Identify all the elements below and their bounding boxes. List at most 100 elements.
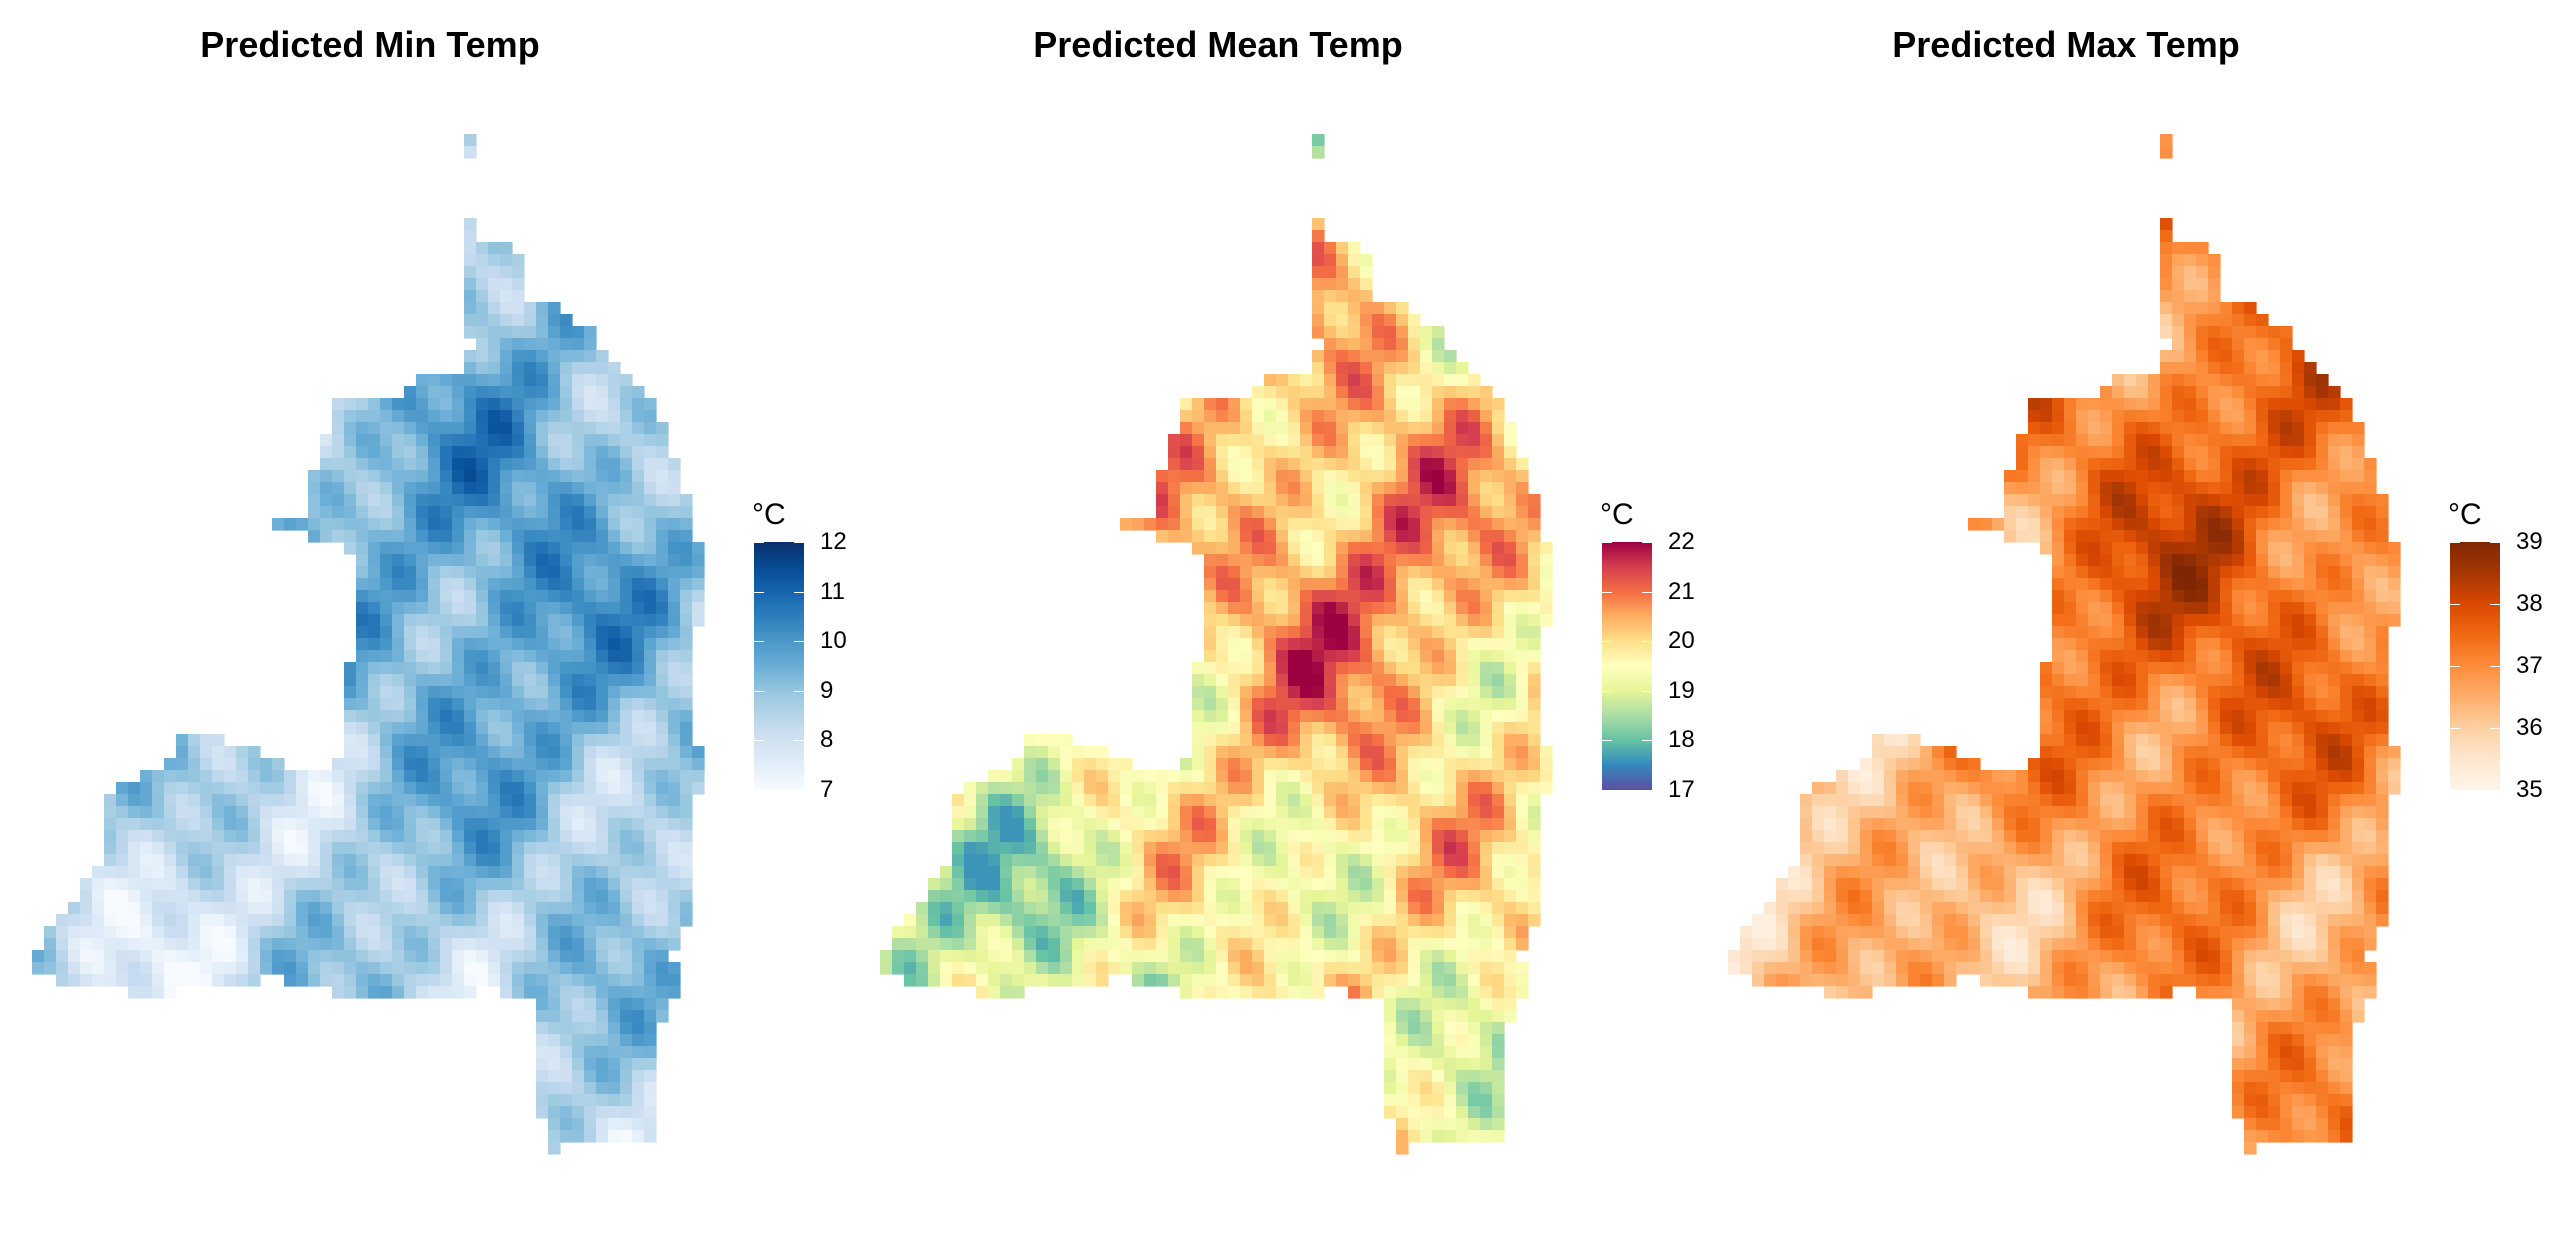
raster-cell (1312, 746, 1325, 759)
raster-cell (572, 1010, 585, 1023)
raster-cell (2292, 554, 2305, 567)
raster-cell (1456, 578, 1469, 591)
raster-cell (332, 974, 345, 987)
raster-cell (1300, 938, 1313, 951)
raster-cell (1000, 938, 1013, 951)
raster-cell (1504, 986, 1517, 999)
raster-cell (1084, 866, 1097, 879)
legend-tick-mark (794, 690, 804, 692)
raster-cell (1072, 890, 1085, 903)
raster-cell (2220, 554, 2233, 567)
raster-cell (428, 422, 441, 435)
raster-cell (1468, 962, 1481, 975)
raster-cell (1252, 506, 1265, 519)
raster-cell (476, 902, 489, 915)
raster-cell (164, 830, 177, 843)
raster-cell (524, 482, 537, 495)
raster-cell (1204, 794, 1217, 807)
raster-cell (656, 590, 669, 603)
raster-cell (1000, 974, 1013, 987)
raster-cell (1264, 938, 1277, 951)
raster-cell (416, 842, 429, 855)
raster-cell (428, 794, 441, 807)
raster-cell (620, 758, 633, 771)
raster-cell (680, 638, 693, 651)
raster-cell (656, 458, 669, 471)
raster-cell (1444, 938, 1457, 951)
raster-cell (1468, 578, 1481, 591)
raster-cell (1396, 866, 1409, 879)
raster-cell (404, 554, 417, 567)
raster-cell (1468, 494, 1481, 507)
raster-cell (2304, 458, 2317, 471)
raster-cell (1468, 974, 1481, 987)
raster-cell (536, 1094, 549, 1107)
raster-cell (80, 962, 93, 975)
raster-cell (488, 566, 501, 579)
raster-cell (1264, 506, 1277, 519)
raster-cell (152, 986, 165, 999)
raster-cell (1492, 818, 1505, 831)
raster-cell (1168, 818, 1181, 831)
raster-cell (356, 554, 369, 567)
raster-cell (1180, 842, 1193, 855)
raster-cell (560, 938, 573, 951)
raster-cell (1348, 506, 1361, 519)
raster-cell (296, 866, 309, 879)
raster-cell (2280, 350, 2293, 363)
raster-cell (1336, 674, 1349, 687)
raster-cell (512, 662, 525, 675)
raster-cell (1372, 962, 1385, 975)
raster-cell (476, 506, 489, 519)
raster-cell (1312, 458, 1325, 471)
raster-cell (1432, 770, 1445, 783)
raster-cell (512, 842, 525, 855)
raster-cell (428, 398, 441, 411)
raster-cell (224, 770, 237, 783)
raster-cell (332, 842, 345, 855)
raster-cell (2088, 518, 2101, 531)
raster-cell (452, 434, 465, 447)
raster-cell (356, 446, 369, 459)
raster-cell (668, 962, 681, 975)
raster-cell (2376, 542, 2389, 555)
raster-cell (176, 950, 189, 963)
raster-cell (116, 926, 129, 939)
raster-cell (1396, 530, 1409, 543)
raster-cell (2340, 506, 2353, 519)
raster-cell (1276, 914, 1289, 927)
raster-cell (1264, 422, 1277, 435)
raster-cell (2244, 386, 2257, 399)
raster-cell (2064, 554, 2077, 567)
raster-cell (584, 866, 597, 879)
raster-cell (260, 950, 273, 963)
raster-cell (1192, 938, 1205, 951)
raster-cell (1480, 974, 1493, 987)
raster-cell (1408, 818, 1421, 831)
raster-cell (1360, 506, 1373, 519)
raster-cell (596, 1094, 609, 1107)
raster-cell (368, 446, 381, 459)
raster-cell (2124, 578, 2137, 591)
raster-cell (320, 770, 333, 783)
raster-cell (1192, 950, 1205, 963)
raster-cell (1036, 926, 1049, 939)
raster-cell (536, 770, 549, 783)
raster-cell (188, 938, 201, 951)
raster-cell (2316, 458, 2329, 471)
raster-cell (416, 854, 429, 867)
raster-cell (1252, 566, 1265, 579)
raster-cell (1216, 914, 1229, 927)
raster-cell (2208, 386, 2221, 399)
raster-cell (296, 890, 309, 903)
raster-cell (1192, 422, 1205, 435)
raster-cell (116, 974, 129, 987)
raster-cell (368, 578, 381, 591)
raster-cell (332, 854, 345, 867)
raster-cell (392, 638, 405, 651)
raster-cell (2268, 386, 2281, 399)
raster-cell (260, 758, 273, 771)
raster-cell (548, 842, 561, 855)
raster-cell (1144, 854, 1157, 867)
raster-cell (1456, 482, 1469, 495)
